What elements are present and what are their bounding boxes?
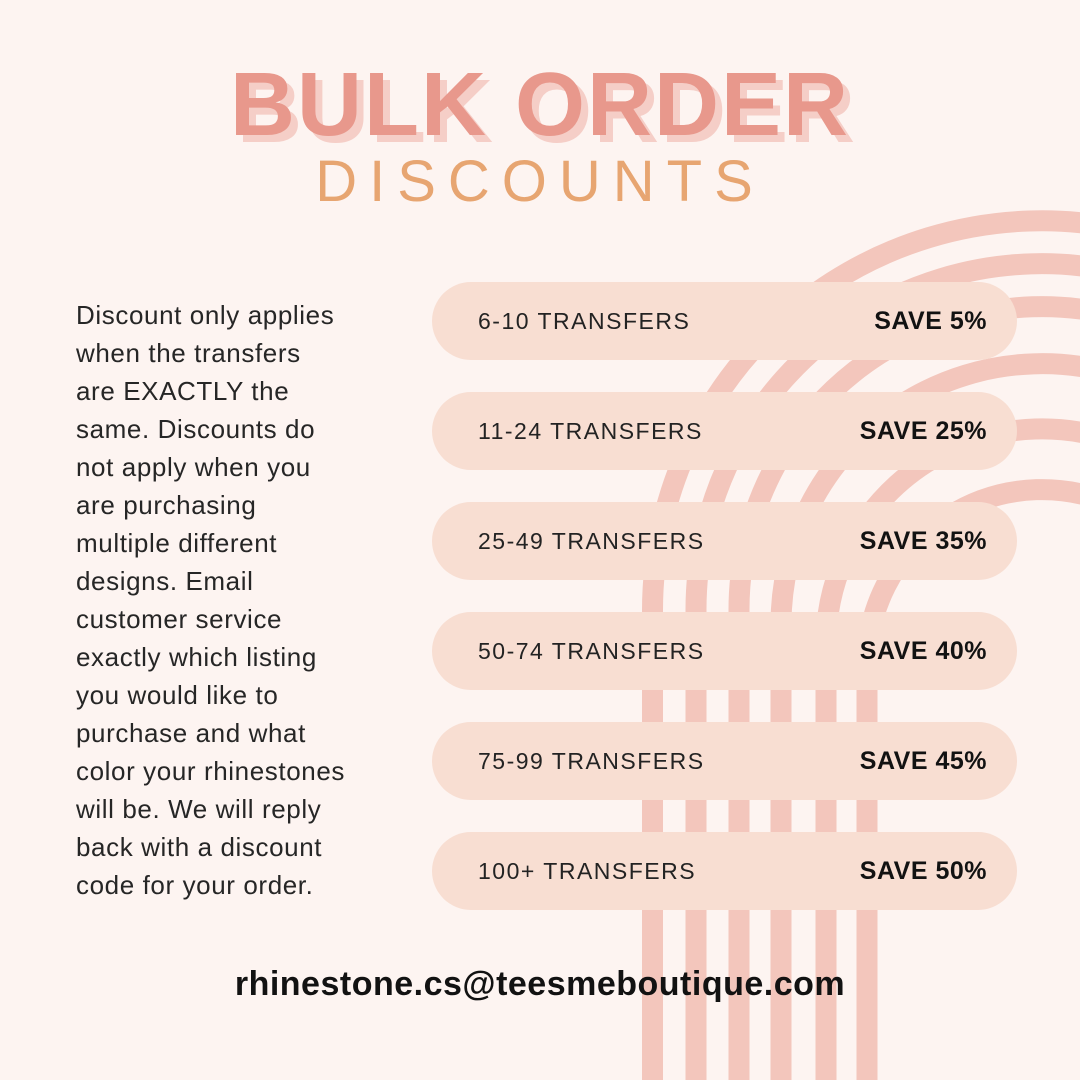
tier-range-label: 75-99 TRANSFERS	[478, 747, 705, 774]
tier-save-label: SAVE 40%	[859, 636, 987, 665]
discount-tier-row: 6-10 TRANSFERS SAVE 5%	[432, 282, 1017, 360]
discount-tier-row: 11-24 TRANSFERS SAVE 25%	[432, 392, 1017, 470]
tier-range-label: 6-10 TRANSFERS	[478, 307, 691, 334]
tier-save-label: SAVE 45%	[859, 746, 987, 775]
discount-tier-row: 50-74 TRANSFERS SAVE 40%	[432, 612, 1017, 690]
page-title: BULK ORDER	[230, 55, 850, 155]
tier-range-label: 25-49 TRANSFERS	[478, 527, 705, 554]
discount-tier-row: 100+ TRANSFERS SAVE 50%	[432, 832, 1017, 910]
page-subtitle: DISCOUNTS	[315, 149, 765, 214]
contact-email: rhinestone.cs@teesmeboutique.com	[234, 965, 846, 1003]
tier-save-label: SAVE 50%	[859, 856, 987, 885]
tier-range-label: 50-74 TRANSFERS	[478, 637, 705, 664]
tier-range-label: 11-24 TRANSFERS	[478, 417, 703, 444]
discount-tier-row: 25-49 TRANSFERS SAVE 35%	[432, 502, 1017, 580]
discount-tier-row: 75-99 TRANSFERS SAVE 45%	[432, 722, 1017, 800]
header: BULK ORDER DISCOUNTS	[0, 60, 1080, 211]
tier-range-label: 100+ TRANSFERS	[478, 857, 697, 884]
discount-tier-list: 6-10 TRANSFERS SAVE 5% 11-24 TRANSFERS S…	[432, 282, 1017, 910]
tier-save-label: SAVE 5%	[874, 306, 987, 335]
tier-save-label: SAVE 25%	[859, 416, 987, 445]
tier-save-label: SAVE 35%	[859, 526, 987, 555]
description-text: Discount only applies when the transfers…	[76, 300, 345, 900]
